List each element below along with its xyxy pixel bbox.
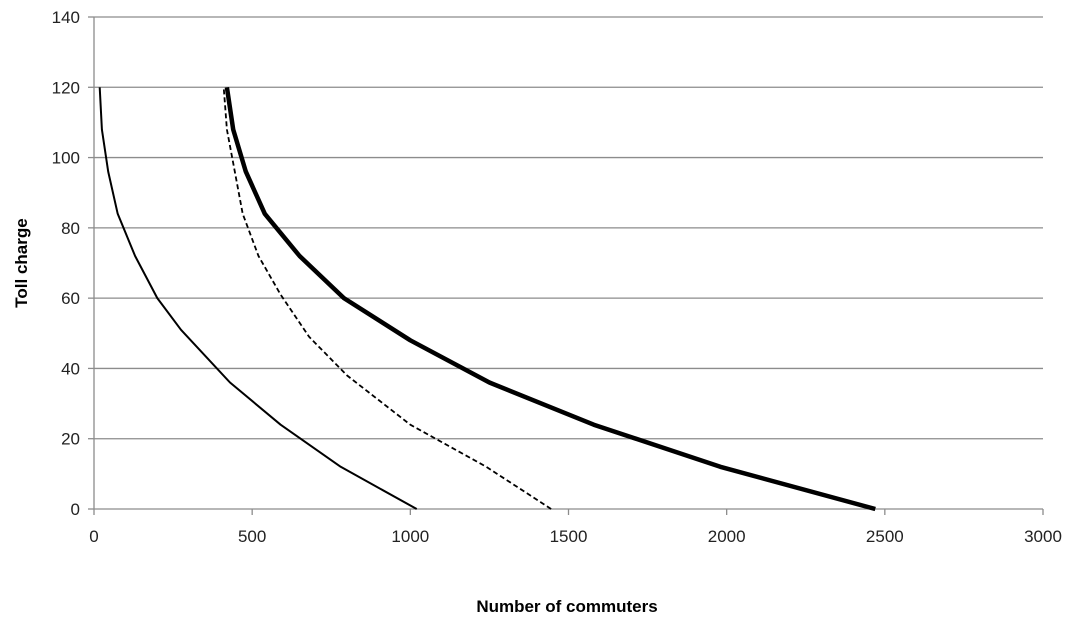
x-tick-label-2000: 2000 xyxy=(708,527,746,546)
x-tick-label-1000: 1000 xyxy=(391,527,429,546)
y-tick-label-80: 80 xyxy=(61,219,80,238)
y-tick-label-0: 0 xyxy=(71,500,80,519)
y-tick-label-20: 20 xyxy=(61,430,80,449)
y-tick-label-140: 140 xyxy=(52,8,80,27)
y-axis-title: Toll charge xyxy=(12,218,31,307)
grid-lines xyxy=(94,16,1043,440)
y-tick-label-60: 60 xyxy=(61,289,80,308)
x-tick-label-2500: 2500 xyxy=(866,527,904,546)
x-axis-title: Number of commuters xyxy=(476,597,657,616)
x-tick-label-1500: 1500 xyxy=(550,527,588,546)
series-line-3-thick-solid xyxy=(224,86,876,512)
series-line-2-dashed xyxy=(222,87,552,510)
axes xyxy=(88,16,1044,515)
y-tick-label-40: 40 xyxy=(61,359,80,378)
x-tick-label-3000: 3000 xyxy=(1024,527,1062,546)
y-tick-label-100: 100 xyxy=(52,149,80,168)
series-lines xyxy=(98,86,876,512)
series-line-1-thin-solid xyxy=(98,87,418,510)
x-tick-label-0: 0 xyxy=(89,527,98,546)
y-tick-label-120: 120 xyxy=(52,78,80,97)
x-tick-label-500: 500 xyxy=(238,527,266,546)
x-tick-labels: 0 500 1000 1500 2000 2500 3000 xyxy=(89,527,1062,546)
y-tick-labels: 0 20 40 60 80 100 120 140 xyxy=(52,8,80,519)
